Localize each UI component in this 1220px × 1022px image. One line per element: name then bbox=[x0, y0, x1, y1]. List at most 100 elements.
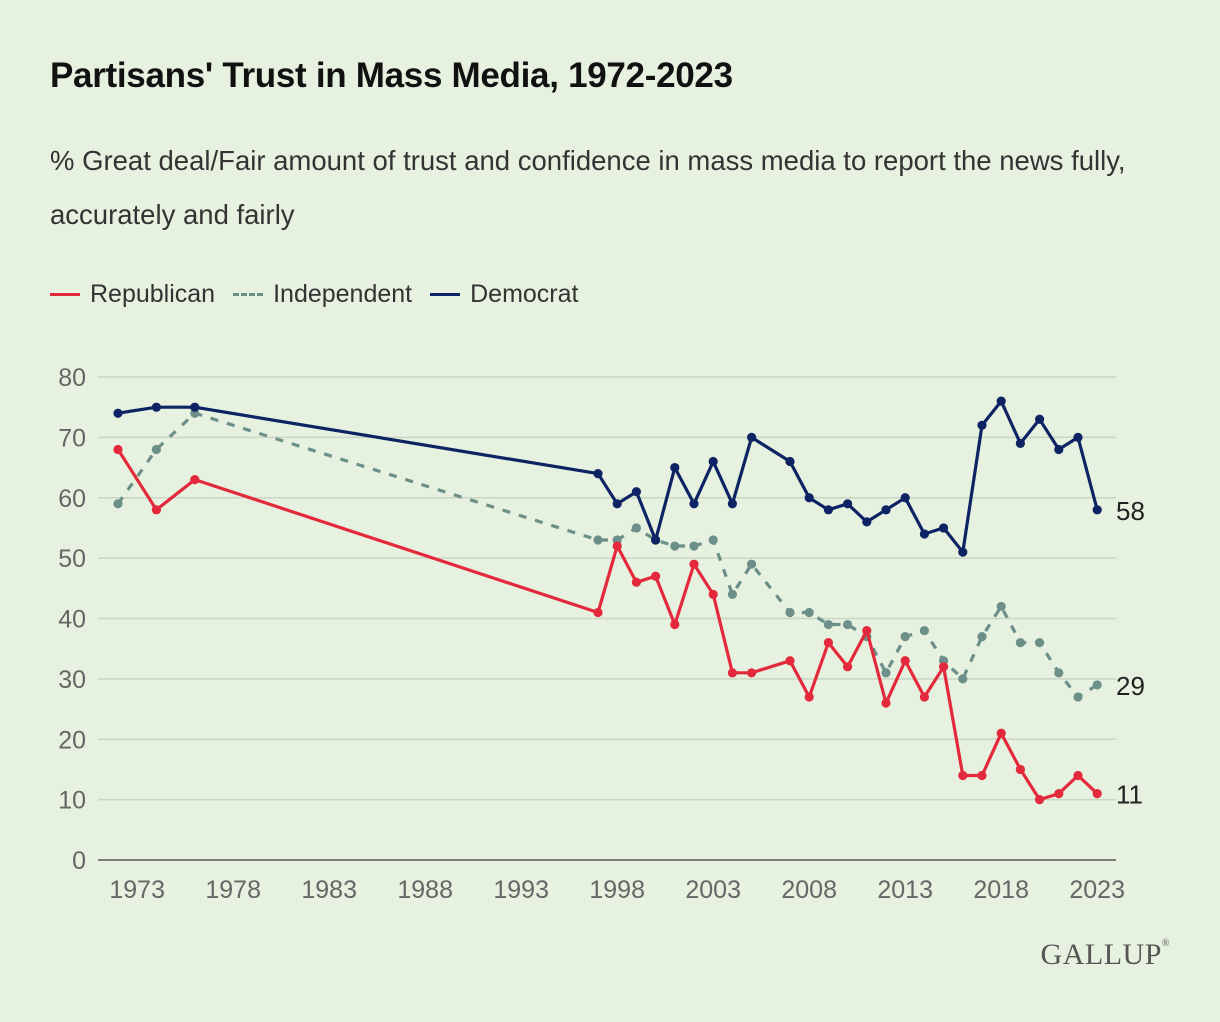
data-point-republican bbox=[151, 505, 161, 515]
data-point-democrat bbox=[919, 529, 930, 539]
legend-label-republican: Republican bbox=[90, 280, 216, 308]
data-point-independent bbox=[1015, 638, 1025, 648]
data-point-democrat bbox=[113, 408, 123, 418]
data-point-republican bbox=[747, 668, 757, 678]
data-point-independent bbox=[727, 589, 738, 599]
data-point-democrat bbox=[151, 402, 161, 412]
data-point-democrat bbox=[1054, 444, 1064, 455]
data-point-independent bbox=[1073, 692, 1083, 702]
data-point-republican bbox=[939, 662, 949, 672]
legend-item-democrat: Democrat bbox=[430, 280, 579, 309]
data-point-republican bbox=[881, 698, 891, 708]
data-point-republican bbox=[843, 662, 853, 672]
y-tick-label: 50 bbox=[58, 545, 86, 573]
x-tick-label: 1973 bbox=[109, 876, 165, 904]
data-point-democrat bbox=[804, 493, 814, 503]
data-point-republican bbox=[593, 607, 603, 618]
data-point-independent bbox=[1054, 668, 1064, 678]
legend-item-independent: Independent bbox=[233, 280, 412, 309]
x-tick-label: 1993 bbox=[493, 876, 549, 904]
data-point-democrat bbox=[843, 499, 853, 509]
data-point-independent bbox=[1092, 680, 1102, 690]
data-point-independent bbox=[631, 523, 642, 533]
end-label-democrat: 58 bbox=[1116, 496, 1145, 526]
data-point-democrat bbox=[881, 505, 891, 515]
x-tick-label: 2023 bbox=[1069, 876, 1125, 904]
data-point-democrat bbox=[1035, 414, 1045, 424]
legend-swatch-democrat bbox=[430, 293, 461, 296]
data-point-democrat bbox=[612, 499, 622, 509]
y-tick-label: 70 bbox=[58, 424, 86, 452]
data-point-republican bbox=[612, 541, 622, 551]
y-tick-label: 10 bbox=[58, 787, 86, 815]
data-point-independent bbox=[843, 619, 853, 630]
data-point-democrat bbox=[1015, 438, 1025, 449]
data-point-independent bbox=[804, 607, 814, 618]
chart-title: Partisans' Trust in Mass Media, 1972-202… bbox=[50, 56, 733, 95]
data-point-independent bbox=[151, 444, 161, 455]
data-point-democrat bbox=[862, 517, 872, 527]
data-point-republican bbox=[727, 668, 738, 678]
x-tick-label: 2008 bbox=[781, 876, 837, 904]
data-point-independent bbox=[823, 619, 834, 630]
gallup-logo: GALLUP® bbox=[1041, 938, 1170, 972]
data-point-republican bbox=[977, 770, 987, 781]
x-tick-label: 1988 bbox=[397, 876, 453, 904]
x-tick-label: 2003 bbox=[685, 876, 741, 904]
data-point-republican bbox=[708, 589, 718, 599]
x-tick-label: 1998 bbox=[589, 876, 645, 904]
data-point-democrat bbox=[996, 396, 1006, 406]
data-point-democrat bbox=[689, 499, 699, 509]
data-point-republican bbox=[900, 656, 910, 666]
legend-label-independent: Independent bbox=[273, 280, 413, 308]
series-line-democrat bbox=[116, 399, 1099, 554]
data-point-independent bbox=[996, 601, 1006, 612]
data-point-republican bbox=[1015, 764, 1025, 775]
chart-legend: Republican Independent Democrat bbox=[50, 280, 597, 309]
data-point-republican bbox=[958, 770, 968, 781]
data-point-independent bbox=[1035, 638, 1045, 648]
data-point-independent bbox=[708, 535, 718, 545]
y-tick-label: 30 bbox=[58, 666, 86, 694]
x-tick-label: 1978 bbox=[205, 876, 261, 904]
data-point-independent bbox=[747, 559, 757, 569]
end-label-independent: 29 bbox=[1116, 671, 1145, 701]
data-point-republican bbox=[651, 571, 661, 581]
data-point-independent bbox=[689, 541, 699, 551]
data-point-independent bbox=[900, 632, 910, 642]
data-point-democrat bbox=[1073, 432, 1083, 442]
data-point-democrat bbox=[939, 523, 949, 533]
data-point-independent bbox=[881, 668, 891, 678]
y-tick-label: 0 bbox=[72, 847, 86, 875]
data-point-democrat bbox=[823, 505, 834, 515]
y-tick-label: 40 bbox=[58, 606, 86, 634]
data-point-republican bbox=[1073, 770, 1083, 781]
registered-mark: ® bbox=[1161, 938, 1170, 949]
data-point-republican bbox=[1092, 788, 1102, 799]
y-tick-label: 60 bbox=[58, 485, 86, 513]
data-point-independent bbox=[113, 499, 123, 509]
data-point-republican bbox=[919, 692, 930, 702]
data-point-democrat bbox=[670, 462, 680, 473]
data-point-democrat bbox=[977, 420, 987, 430]
data-point-democrat bbox=[785, 456, 795, 467]
data-point-democrat bbox=[593, 469, 603, 479]
data-point-independent bbox=[958, 674, 968, 684]
data-point-republican bbox=[689, 559, 699, 569]
x-tick-label: 2013 bbox=[877, 876, 933, 904]
series-line-republican bbox=[116, 447, 1099, 802]
legend-item-republican: Republican bbox=[50, 280, 215, 309]
legend-label-democrat: Democrat bbox=[470, 280, 579, 308]
data-point-republican bbox=[996, 728, 1006, 738]
data-point-republican bbox=[1054, 788, 1064, 799]
data-point-democrat bbox=[727, 499, 738, 509]
chart-subtitle: % Great deal/Fair amount of trust and co… bbox=[50, 145, 1126, 230]
series-line-independent bbox=[116, 411, 1099, 699]
data-point-republican bbox=[823, 638, 834, 648]
data-point-republican bbox=[670, 619, 680, 630]
data-point-republican bbox=[804, 692, 814, 702]
data-point-democrat bbox=[190, 402, 200, 412]
data-point-independent bbox=[919, 625, 930, 636]
data-point-democrat bbox=[651, 535, 661, 545]
